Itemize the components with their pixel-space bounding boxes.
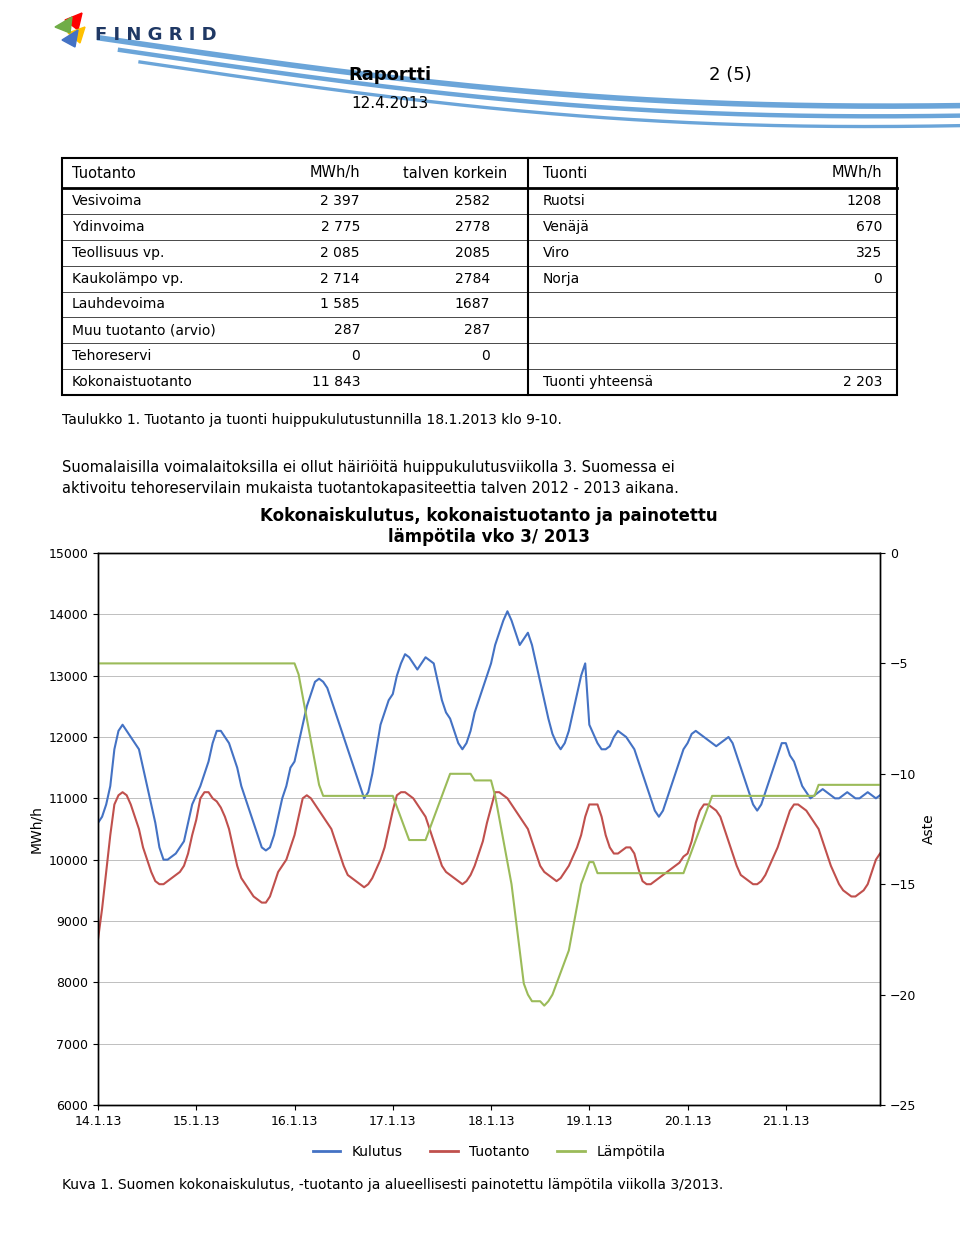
Kulutus (490, 638, 501, 653)
Text: 2 085: 2 085 (321, 246, 360, 259)
Line: Kulutus: Kulutus (98, 611, 880, 860)
Title: Kokonaiskulutus, kokonaistuotanto ja painotettu
lämpötila vko 3/ 2013: Kokonaiskulutus, kokonaistuotanto ja pai… (260, 507, 718, 546)
Tuotanto (875, 846, 886, 861)
Text: Taulukko 1. Tuotanto ja tuonti huippukulutustunnilla 18.1.2013 klo 9-10.: Taulukko 1. Tuotanto ja tuonti huippukul… (62, 413, 562, 427)
Text: Tuonti: Tuonti (543, 165, 588, 180)
Lämpötila (186, 655, 198, 670)
Lämpötila (539, 999, 550, 1014)
Lämpötila (486, 773, 497, 788)
Text: 2 714: 2 714 (321, 272, 360, 286)
Kulutus (412, 662, 423, 677)
Text: 287: 287 (464, 323, 490, 337)
Tuotanto (92, 932, 104, 947)
Tuotanto (542, 867, 554, 882)
Kulutus (502, 604, 514, 619)
Text: 1 585: 1 585 (321, 297, 360, 312)
Text: 287: 287 (334, 323, 360, 337)
Text: Tehoreservi: Tehoreservi (72, 350, 152, 363)
Tuotanto (490, 784, 501, 799)
Text: 2582: 2582 (455, 194, 490, 208)
Text: 2085: 2085 (455, 246, 490, 259)
Text: MWh/h: MWh/h (831, 165, 882, 180)
Text: Tuotanto: Tuotanto (72, 165, 135, 180)
Text: Kaukolämpo vp.: Kaukolämpo vp. (72, 272, 183, 286)
Text: Ydinvoima: Ydinvoima (72, 219, 145, 234)
Text: Viro: Viro (543, 246, 570, 259)
Bar (62, 158, 897, 395)
Text: 2 (5): 2 (5) (708, 66, 752, 84)
Text: Muu tuotanto (arvio): Muu tuotanto (arvio) (72, 323, 216, 337)
Text: Ruotsi: Ruotsi (543, 194, 586, 208)
Line: Tuotanto: Tuotanto (98, 792, 880, 940)
Text: 1687: 1687 (455, 297, 490, 312)
Text: Lauhdevoima: Lauhdevoima (72, 297, 166, 312)
Text: Kokonaistuotanto: Kokonaistuotanto (72, 375, 193, 390)
Text: Venäjä: Venäjä (543, 219, 589, 234)
Polygon shape (65, 13, 82, 30)
Kulutus (591, 736, 603, 751)
Text: Raportti: Raportti (348, 66, 432, 84)
Text: 12.4.2013: 12.4.2013 (351, 95, 428, 110)
Line: Lämpötila: Lämpötila (98, 663, 880, 1006)
Text: aktivoitu tehoreservilain mukaista tuotantokapasiteettia talven 2012 - 2013 aika: aktivoitu tehoreservilain mukaista tuota… (62, 481, 679, 496)
Text: 2 775: 2 775 (321, 219, 360, 234)
Lämpötila (875, 777, 886, 792)
Text: 325: 325 (855, 246, 882, 259)
Text: 2 203: 2 203 (843, 375, 882, 390)
Kulutus (875, 788, 886, 803)
Text: 1208: 1208 (847, 194, 882, 208)
Polygon shape (62, 30, 78, 48)
Text: 0: 0 (874, 272, 882, 286)
Tuotanto (190, 812, 202, 827)
Lämpötila (588, 855, 599, 870)
Text: Tuonti yhteensä: Tuonti yhteensä (543, 375, 653, 390)
Text: MWh/h: MWh/h (310, 165, 360, 180)
Text: 2778: 2778 (455, 219, 490, 234)
Y-axis label: MWh/h: MWh/h (29, 806, 43, 853)
Kulutus (157, 852, 169, 867)
Text: 0: 0 (481, 350, 490, 363)
Lämpötila (416, 832, 427, 847)
Text: F I N G R I D: F I N G R I D (95, 26, 217, 44)
Legend: Kulutus, Tuotanto, Lämpötila: Kulutus, Tuotanto, Lämpötila (307, 1139, 671, 1164)
Lämpötila (407, 832, 419, 847)
Tuotanto (117, 784, 129, 799)
Y-axis label: Aste: Aste (922, 813, 936, 845)
Text: Suomalaisilla voimalaitoksilla ei ollut häiriöitä huippukulutusviikolla 3. Suome: Suomalaisilla voimalaitoksilla ei ollut … (62, 460, 675, 475)
Lämpötila (542, 994, 554, 1009)
Text: 670: 670 (855, 219, 882, 234)
Polygon shape (55, 18, 72, 33)
Text: 2784: 2784 (455, 272, 490, 286)
Tuotanto (420, 809, 431, 824)
Text: talven korkein: talven korkein (403, 165, 507, 180)
Text: 0: 0 (351, 350, 360, 363)
Kulutus (190, 788, 202, 803)
Text: 2 397: 2 397 (321, 194, 360, 208)
Text: Teollisuus vp.: Teollisuus vp. (72, 246, 164, 259)
Tuotanto (412, 797, 423, 812)
Kulutus (546, 727, 558, 742)
Tuotanto (588, 797, 599, 812)
Text: 11 843: 11 843 (311, 375, 360, 390)
Lämpötila (92, 655, 104, 670)
Text: Norja: Norja (543, 272, 580, 286)
Text: Kuva 1. Suomen kokonaiskulutus, -tuotanto ja alueellisesti painotettu lämpötila : Kuva 1. Suomen kokonaiskulutus, -tuotant… (62, 1178, 723, 1192)
Polygon shape (68, 28, 85, 43)
Kulutus (92, 816, 104, 831)
Kulutus (420, 650, 431, 665)
Text: Vesivoima: Vesivoima (72, 194, 143, 208)
